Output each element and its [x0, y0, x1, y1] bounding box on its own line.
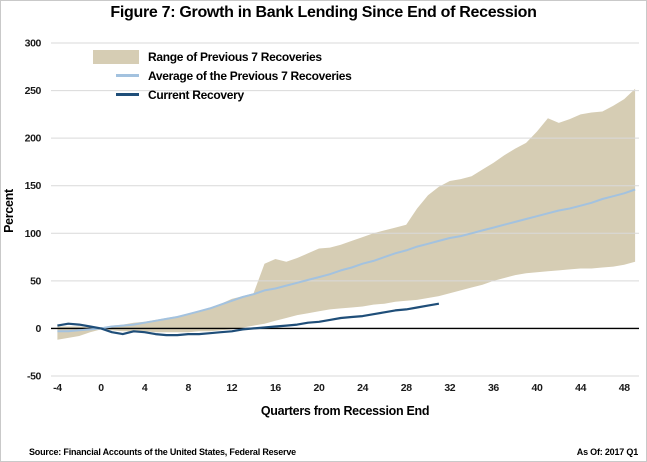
x-tick-label: 12: [226, 382, 237, 394]
x-tick-label: 28: [401, 382, 412, 394]
legend-item-current: Current Recovery: [93, 85, 352, 104]
x-tick-label: 24: [357, 382, 368, 394]
y-tick-label: 150: [25, 180, 42, 192]
y-tick-label: 200: [25, 133, 42, 145]
legend-swatch-current: [116, 93, 139, 96]
y-tick-label: 300: [25, 38, 42, 50]
legend-swatch-range: [93, 49, 139, 64]
x-tick-label: 20: [314, 382, 325, 394]
x-tick-label: -4: [53, 382, 62, 394]
x-tick-label: 32: [444, 382, 455, 394]
y-tick-label: 0: [36, 323, 42, 335]
legend-label-range: Range of Previous 7 Recoveries: [148, 49, 322, 64]
y-tick-label: 100: [25, 228, 42, 240]
x-tick-label: 0: [98, 382, 104, 394]
chart-title: Figure 7: Growth in Bank Lending Since E…: [110, 4, 537, 21]
as-of-note: As Of: 2017 Q1: [576, 447, 638, 457]
y-tick-label: -50: [27, 371, 42, 383]
y-tick-label: 50: [30, 275, 41, 287]
y-tick-label: 250: [25, 85, 42, 97]
x-tick-label: 44: [575, 382, 586, 394]
legend-swatch-average: [116, 74, 139, 77]
source-note: Source: Financial Accounts of the United…: [29, 447, 296, 457]
average-line: [57, 188, 636, 333]
range-band-area: [57, 88, 636, 340]
x-tick-label: 36: [488, 382, 499, 394]
x-tick-label: 40: [532, 382, 543, 394]
y-axis-title: Percent: [2, 189, 16, 233]
x-tick-label: 16: [270, 382, 281, 394]
chart-legend: Range of Previous 7 Recoveries Average o…: [93, 47, 352, 104]
legend-label-current: Current Recovery: [148, 87, 244, 102]
legend-item-average: Average of the Previous 7 Recoveries: [93, 66, 352, 85]
current-recovery-line: [57, 302, 440, 337]
x-tick-label: 8: [185, 382, 191, 394]
legend-item-range: Range of Previous 7 Recoveries: [93, 47, 352, 66]
x-tick-label: 4: [142, 382, 148, 394]
x-tick-label: 48: [619, 382, 630, 394]
x-axis-title: Quarters from Recession End: [260, 404, 430, 418]
legend-label-average: Average of the Previous 7 Recoveries: [148, 68, 352, 83]
